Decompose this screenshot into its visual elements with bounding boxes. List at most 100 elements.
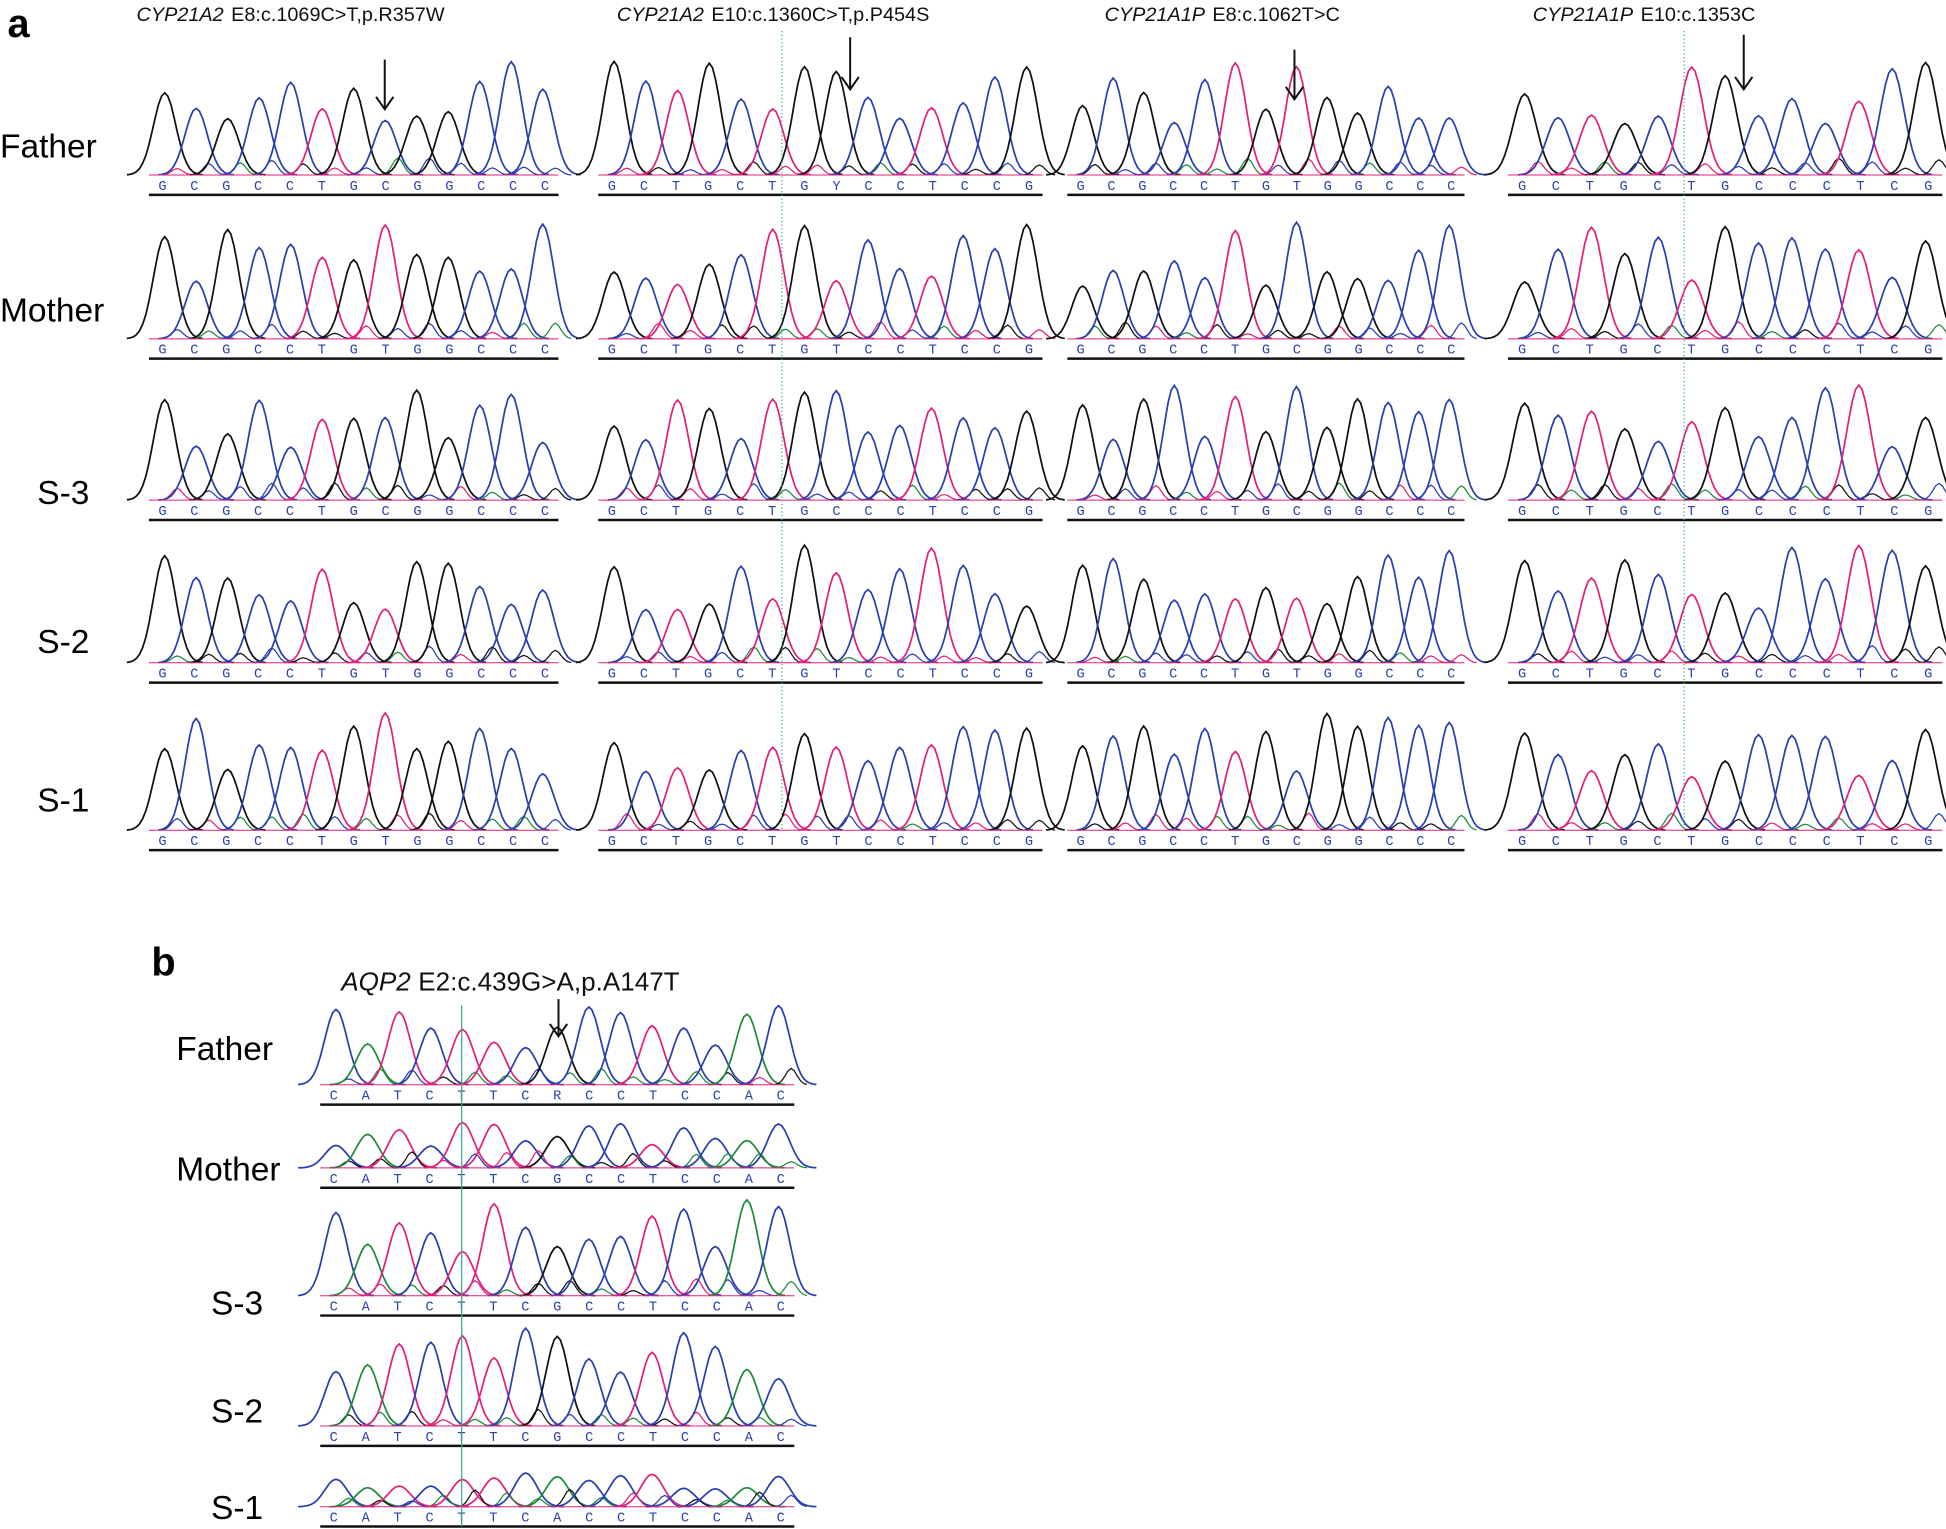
trace-peak [1045, 744, 1120, 831]
base-sequence: GCTGCTGTCCTCCG [608, 668, 1033, 683]
trace-peak [550, 1238, 627, 1297]
noise-peak [476, 167, 509, 176]
trace-peak [1137, 383, 1212, 501]
noise-peak [350, 325, 383, 340]
trace-peak [1198, 750, 1273, 831]
trace-peak [1198, 597, 1273, 664]
trace-peak [645, 1207, 722, 1297]
noise-peak [1262, 164, 1294, 176]
trace-peak [575, 741, 653, 831]
trace-peak [392, 1026, 469, 1086]
noise-peak [1023, 650, 1056, 664]
noise-peak [1110, 488, 1141, 501]
trace-peak [158, 107, 235, 176]
trace-peak [1484, 92, 1565, 176]
noise-peak [680, 1153, 713, 1169]
trace-peak [613, 1214, 691, 1297]
noise-peak [991, 819, 1024, 831]
trace-peak [1885, 239, 1946, 340]
noise-peak [1079, 494, 1111, 501]
noise-peak [775, 1418, 808, 1427]
trace-peak [1412, 720, 1486, 831]
noise-peak [490, 1289, 523, 1297]
base-sequence: GCTGCTGTCCTCCG [608, 835, 1033, 850]
trace-peak [766, 224, 843, 340]
noise-peak [1415, 324, 1447, 340]
trace-peak [702, 437, 780, 501]
noise-peak [1201, 168, 1233, 176]
trace-peak [575, 270, 653, 340]
noise-peak [1445, 485, 1477, 501]
noise-peak [476, 331, 509, 340]
noise-peak [769, 488, 802, 501]
trace-peak [829, 238, 907, 340]
trace-peak [1045, 104, 1120, 176]
trace-peak [1320, 724, 1395, 831]
trace-peak [378, 388, 455, 501]
trace-peak [1259, 597, 1334, 664]
noise-peak [1293, 332, 1325, 340]
trace-peak [158, 280, 235, 340]
noise-peak [1621, 654, 1656, 664]
noise-peak [1445, 814, 1477, 831]
base-sequence: GCTGCTGCCCTCG [1518, 835, 1932, 850]
trace-peak [361, 1221, 438, 1297]
trace-peak [1885, 416, 1946, 501]
trace-peak [798, 389, 875, 501]
trace-peak [410, 256, 487, 340]
trace-peak [1651, 593, 1732, 664]
trace-peak [677, 1245, 754, 1297]
trace-peak [956, 247, 1034, 340]
trace-peak [126, 398, 203, 501]
arrow-head [1284, 86, 1304, 102]
trace-peak [550, 1479, 627, 1508]
base-sequence: GCGCCTGCGGCCC [158, 180, 549, 195]
noise-peak [1922, 646, 1946, 664]
arrow-head [1734, 76, 1754, 92]
trace-peak [1168, 276, 1242, 340]
noise-peak [648, 1418, 681, 1427]
noise-peak [1922, 323, 1946, 340]
trace-peak [473, 393, 550, 501]
trace-peak [1718, 241, 1799, 340]
noise-peak [1354, 490, 1386, 501]
noise-peak [896, 653, 929, 664]
trace-peak [1076, 734, 1151, 831]
noise-peak [648, 1494, 681, 1508]
trace-peak [1818, 248, 1900, 340]
noise-peak [1262, 824, 1294, 831]
trace-peak [1718, 114, 1799, 176]
trace-peak [424, 1250, 501, 1297]
trace-peak [607, 277, 684, 340]
trace-peak [1651, 775, 1732, 832]
noise-peak [224, 330, 257, 340]
trace-peak [1751, 236, 1833, 340]
noise-peak [775, 1494, 808, 1508]
trace-peak [925, 101, 1002, 176]
trace-peak [1320, 277, 1395, 340]
trace-peak [1076, 438, 1150, 501]
trace-peak [1785, 247, 1866, 340]
trace-peak [1412, 549, 1486, 664]
trace-peak [1684, 225, 1766, 340]
trace-peak [284, 418, 361, 501]
trace-peak [392, 1341, 469, 1427]
noise-peak [1654, 812, 1689, 831]
trace-peak [1618, 235, 1699, 340]
row-label: S-3 [37, 475, 89, 512]
trace-peak [1351, 401, 1425, 501]
trace-peak [487, 1226, 564, 1297]
trace-peak [221, 96, 298, 176]
base-sequence: GCTGCTGCCCTCG [1518, 344, 1932, 359]
trace-peak [1851, 67, 1933, 176]
noise-peak [1521, 331, 1555, 340]
noise-peak [1788, 823, 1823, 831]
trace-peak [189, 228, 266, 340]
noise-peak [1079, 656, 1111, 664]
trace-peak [361, 1342, 438, 1427]
trace-peak [1818, 544, 1900, 664]
trace-peak [677, 1487, 754, 1508]
noise-peak [459, 1489, 492, 1508]
noise-peak [332, 1497, 365, 1508]
noise-peak [1023, 819, 1056, 831]
